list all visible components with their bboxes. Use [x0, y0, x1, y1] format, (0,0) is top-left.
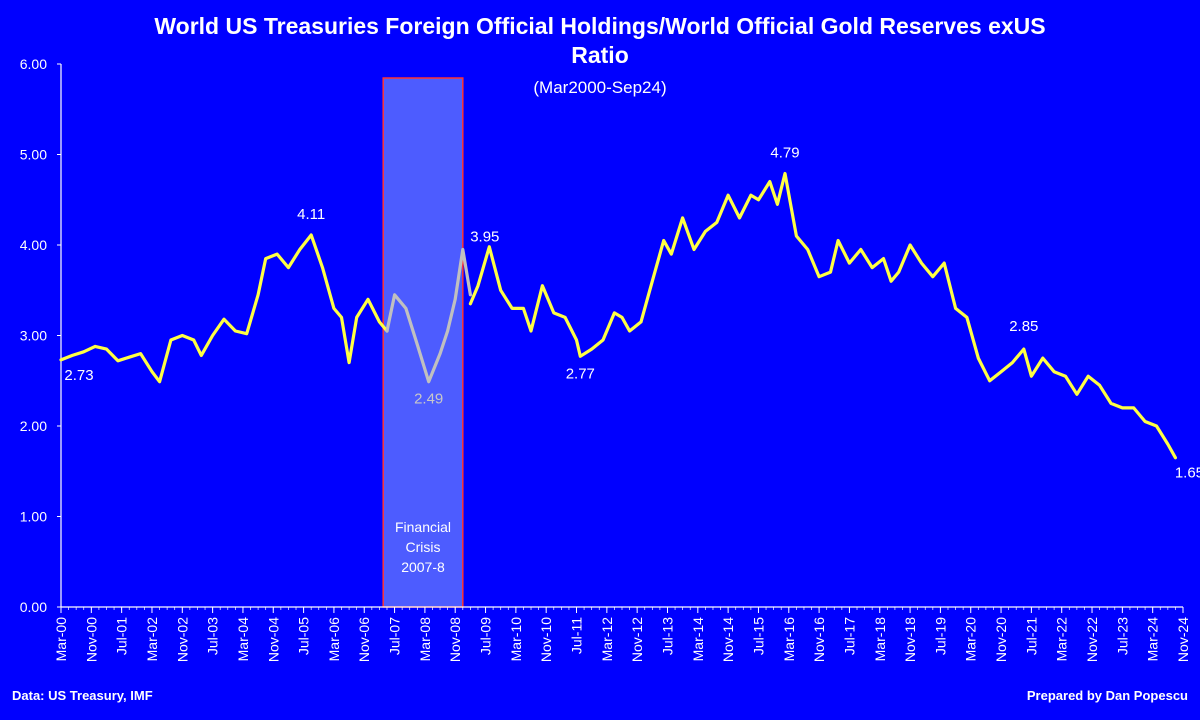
- y-tick-label: 6.00: [20, 56, 47, 72]
- x-tick-label: Jul-21: [1023, 617, 1039, 655]
- x-tick-label: Nov-00: [83, 617, 99, 662]
- x-tick-label: Mar-18: [872, 617, 888, 662]
- data-label: 2.49: [414, 391, 443, 408]
- x-tick-label: Nov-12: [629, 617, 645, 662]
- crisis-band-label-line: 2007-8: [401, 559, 445, 575]
- x-tick-label: Nov-22: [1084, 617, 1100, 662]
- y-tick-label: 3.00: [20, 328, 47, 344]
- x-tick-label: Jul-07: [387, 617, 403, 655]
- data-label: 2.77: [566, 365, 595, 382]
- x-tick-label: Nov-06: [356, 617, 372, 662]
- x-tick-label: Nov-16: [811, 617, 827, 662]
- y-tick-label: 1.00: [20, 509, 47, 525]
- footer-source: Data: US Treasury, IMF: [12, 688, 153, 703]
- x-tick-label: Nov-24: [1175, 617, 1191, 662]
- x-tick-label: Nov-10: [538, 617, 554, 662]
- y-tick-label: 0.00: [20, 599, 47, 615]
- chart-subtitle: (Mar2000-Sep24): [533, 78, 666, 97]
- x-tick-label: Mar-00: [53, 617, 69, 662]
- x-tick-label: Mar-02: [144, 617, 160, 662]
- x-tick-label: Nov-18: [902, 617, 918, 662]
- x-tick-label: Mar-20: [963, 617, 979, 662]
- series-line: [385, 247, 472, 384]
- x-tick-label: Nov-08: [447, 617, 463, 662]
- x-tick-label: Mar-22: [1054, 617, 1070, 662]
- x-tick-label: Mar-24: [1145, 617, 1161, 662]
- x-tick-label: Nov-04: [265, 617, 281, 662]
- data-label: 2.73: [64, 367, 93, 384]
- x-tick-label: Nov-14: [720, 617, 736, 662]
- x-tick-label: Jul-23: [1114, 617, 1130, 655]
- x-tick-label: Jul-09: [478, 617, 494, 655]
- x-tick-label: Mar-08: [417, 617, 433, 662]
- series-line: [59, 233, 389, 384]
- x-tick-label: Nov-02: [174, 617, 190, 662]
- x-tick-label: Mar-04: [235, 617, 251, 662]
- x-tick-label: Jul-03: [205, 617, 221, 655]
- x-tick-label: Jul-01: [114, 617, 130, 655]
- x-tick-label: Mar-10: [508, 617, 524, 662]
- x-tick-label: Jul-13: [659, 617, 675, 655]
- x-tick-label: Jul-17: [841, 617, 857, 655]
- series-layer: [59, 171, 1178, 460]
- y-tick-label: 2.00: [20, 418, 47, 434]
- x-tick-label: Mar-06: [326, 617, 342, 662]
- chart-title-line1: World US Treasuries Foreign Official Hol…: [154, 13, 1045, 39]
- series-line: [468, 171, 1178, 460]
- x-tick-label: Jul-11: [569, 617, 585, 654]
- data-label: 4.79: [770, 145, 799, 162]
- data-label: 4.11: [297, 206, 325, 223]
- crisis-band-layer: Financial Crisis 2007-8: [382, 77, 464, 608]
- crisis-band-rect: [382, 77, 464, 608]
- axis-layer: 0.00 1.00 2.00 3.00 4.00 5.00 6.00 Mar-00 Nov-00…: [20, 56, 1191, 662]
- data-label: 3.95: [470, 229, 499, 246]
- chart-title-line2: Ratio: [571, 42, 629, 68]
- x-tick-label: Nov-20: [993, 617, 1009, 662]
- crisis-band-label-line: Financial: [395, 519, 451, 535]
- x-tick-label: Jul-15: [750, 617, 766, 655]
- crisis-band-label-line: Crisis: [405, 539, 440, 555]
- y-tick-label: 5.00: [20, 147, 47, 163]
- x-tick-label: Jul-19: [932, 617, 948, 655]
- data-label: 2.85: [1009, 318, 1038, 335]
- x-tick-label: Jul-05: [296, 617, 312, 655]
- data-label: 1.65: [1175, 465, 1200, 482]
- footer-credit: Prepared by Dan Popescu: [1027, 688, 1188, 703]
- x-tick-label: Mar-16: [781, 617, 797, 662]
- y-tick-label: 4.00: [20, 237, 47, 253]
- x-tick-label: Mar-14: [690, 617, 706, 662]
- annotation-layer: 2.73 4.11 2.49 3.95 2.77 4.79 2.85 1.65: [64, 145, 1200, 482]
- x-tick-label: Mar-12: [599, 617, 615, 662]
